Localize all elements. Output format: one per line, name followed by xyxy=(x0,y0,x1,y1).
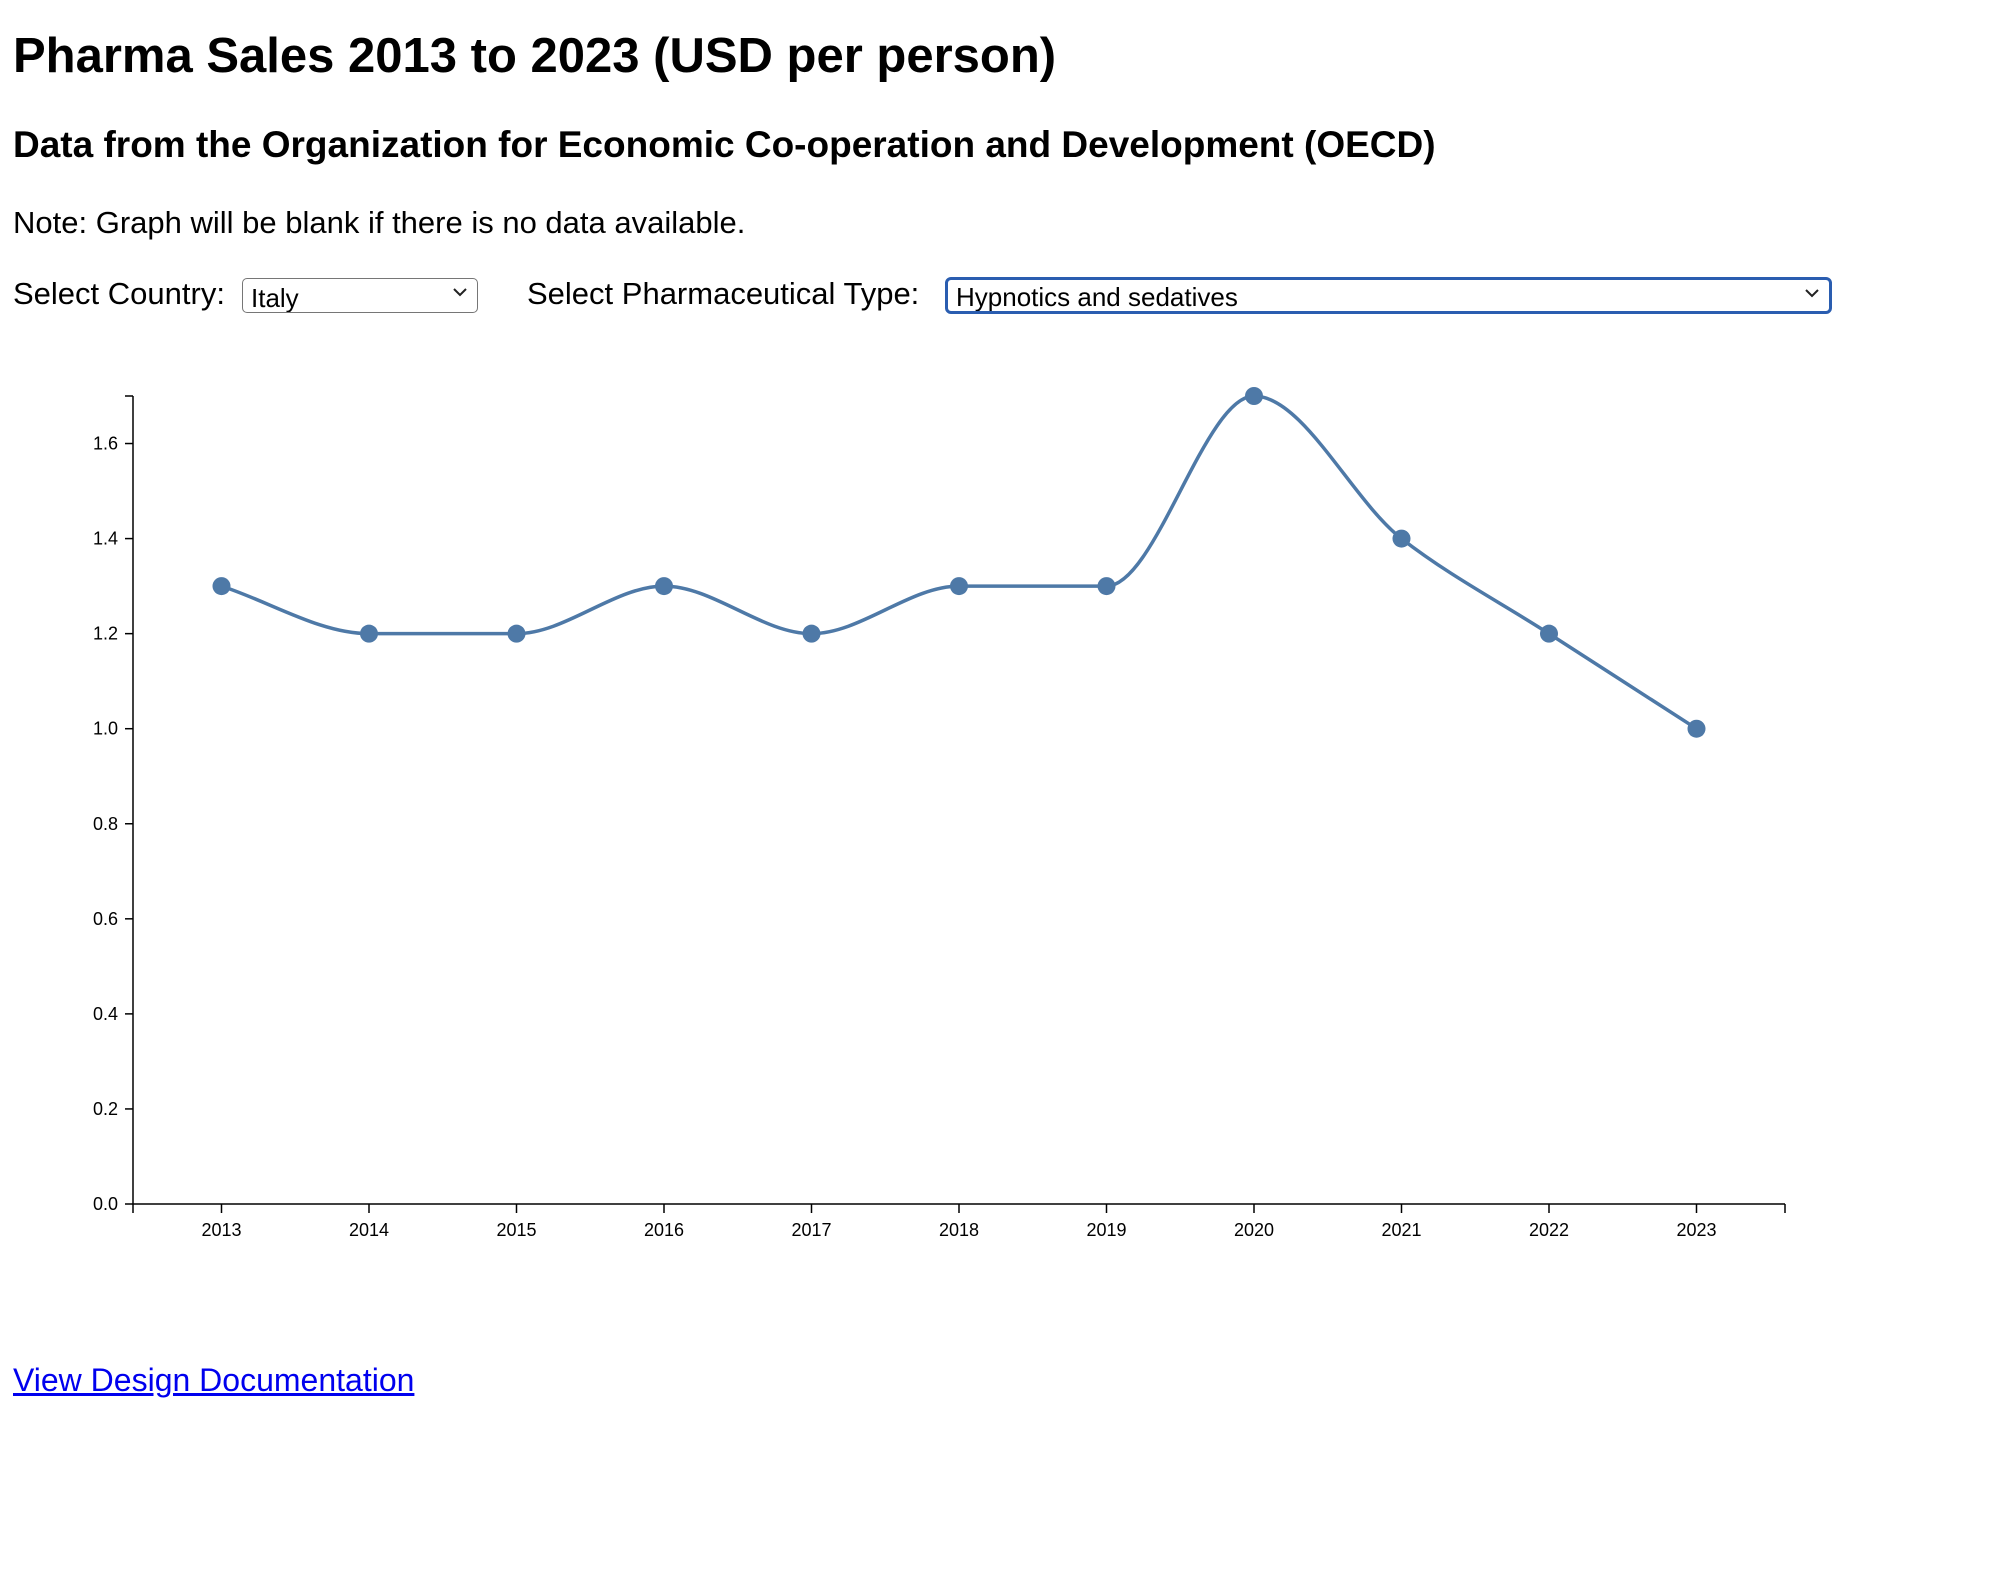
chevron-down-icon xyxy=(453,288,467,297)
series-line xyxy=(220,394,1698,731)
data-point xyxy=(1540,624,1558,643)
x-tick-label: 2014 xyxy=(349,1220,389,1240)
y-tick-label: 0.8 xyxy=(93,814,118,834)
data-point xyxy=(360,624,378,643)
x-tick-label: 2015 xyxy=(496,1220,536,1240)
note-text: Note: Graph will be blank if there is no… xyxy=(13,205,746,240)
x-tick-label: 2021 xyxy=(1381,1220,1421,1240)
data-point xyxy=(655,577,673,596)
data-point xyxy=(1392,529,1411,548)
x-tick-label: 2013 xyxy=(201,1220,241,1240)
y-tick-label: 1.4 xyxy=(93,529,118,549)
data-point xyxy=(1097,577,1116,596)
x-tick-label: 2016 xyxy=(644,1220,684,1240)
line-chart: 0.0 0.2 0.4 0.6 0.8 1.0 1.2 1.4 1.6 2013 2014 2015 2… xyxy=(93,387,1786,1240)
pharma-type-select[interactable]: Hypnotics and sedatives xyxy=(945,277,1832,314)
data-point xyxy=(507,624,526,643)
x-tick-label: 2019 xyxy=(1086,1220,1126,1240)
x-tick-label: 2017 xyxy=(791,1220,831,1240)
x-tick-label: 2020 xyxy=(1234,1220,1274,1240)
y-tick-label: 0.4 xyxy=(93,1004,118,1024)
design-documentation-link[interactable]: View Design Documentation xyxy=(13,1362,415,1398)
y-tick-label: 1.6 xyxy=(93,434,118,454)
x-tick-label: 2022 xyxy=(1529,1220,1569,1240)
data-point xyxy=(1245,387,1263,405)
data-point xyxy=(950,577,968,596)
y-tick-label: 0.2 xyxy=(93,1099,118,1119)
y-tick-label: 1.0 xyxy=(93,719,118,739)
data-point xyxy=(802,624,821,643)
data-point xyxy=(1687,719,1706,738)
page-subtitle: Data from the Organization for Economic … xyxy=(13,124,1436,165)
country-select-label: Select Country: xyxy=(13,276,225,311)
x-tick-label: 2018 xyxy=(939,1220,979,1240)
y-tick-label: 0.6 xyxy=(93,909,118,929)
type-select-label: Select Pharmaceutical Type: xyxy=(527,276,920,311)
x-tick-label: 2023 xyxy=(1676,1220,1716,1240)
country-select[interactable]: Italy xyxy=(242,278,478,313)
country-select-value: Italy xyxy=(251,283,299,313)
y-tick-label: 0.0 xyxy=(93,1194,118,1214)
chevron-down-icon xyxy=(1805,289,1819,298)
data-point xyxy=(212,577,231,596)
page-title: Pharma Sales 2013 to 2023 (USD per perso… xyxy=(13,29,1057,83)
pharma-type-select-value: Hypnotics and sedatives xyxy=(956,282,1238,312)
y-tick-label: 1.2 xyxy=(93,624,118,644)
